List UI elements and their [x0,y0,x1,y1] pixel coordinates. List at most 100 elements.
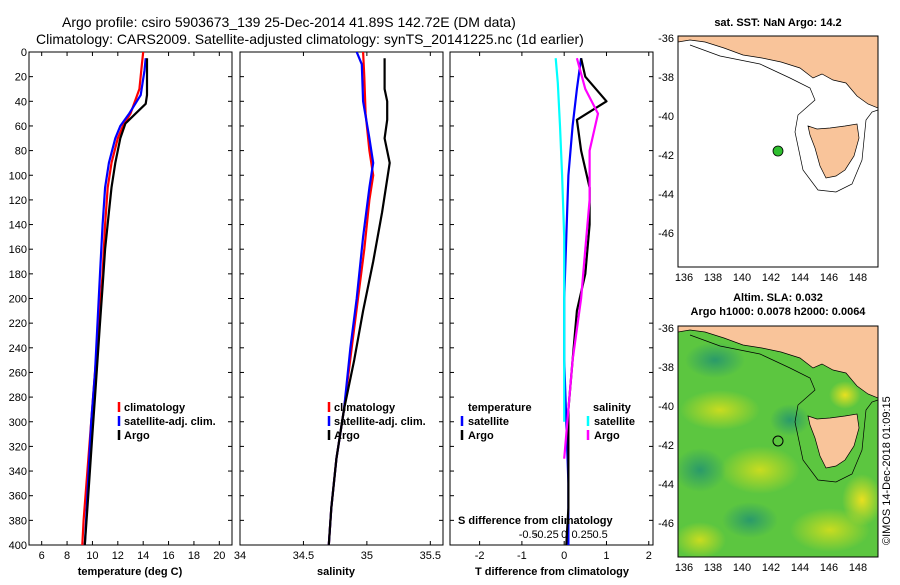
s-diff-tick-label: 0.5 [592,529,607,541]
map-x-tick-label: 146 [820,272,838,284]
map-x-tick-label: 142 [762,272,780,284]
imos-watermark: ©IMOS 14-Dec-2018 01:09:15 [881,396,893,545]
axes-layer: 6 8 10 12 14 16 18 2002040608010012014016018020… [9,33,868,574]
sst-map-frame [677,35,879,268]
x-tick-label: -2 [475,550,485,562]
differences-series-group [554,57,608,545]
y-tick-label: 80 [15,146,27,158]
y-tick-label: 400 [9,540,27,552]
temperature-line-climatology [81,52,145,545]
lines-layer [81,52,608,545]
difference-legend: temperature salinity satellite Argo sate… [460,402,635,442]
x-tick-label: -1 [517,550,527,562]
map-y-tick-label: -44 [658,479,674,491]
difference-top-axis-label: S difference from climatology [458,515,614,527]
sst-map-tasmania [807,123,860,179]
x-tick-label: 16 [162,550,174,562]
sst-map-shelf-contour [689,44,878,193]
s-diff-tick-label: -0.25 [534,529,559,541]
sla-map-mainland [678,326,878,399]
map-y-tick-label: -38 [658,362,674,374]
x-tick-label: 1 [603,550,609,562]
sla-map-subtitle: Argo h1000: 0.0078 h2000: 0.0064 [691,306,867,318]
map-x-tick-label: 148 [849,562,867,574]
sst-map [678,36,878,267]
temperature-line-argo [83,58,149,545]
difference-xlabel: T difference from climatology [475,566,630,578]
y-tick-label: 260 [9,367,27,379]
s-diff-tick-label: 0.25 [571,529,592,541]
difference-panel [449,51,654,546]
x-tick-label: 34 [234,550,246,562]
map-x-tick-label: 140 [733,562,751,574]
y-tick-label: 120 [9,195,27,207]
y-tick-label: 20 [15,72,27,84]
y-tick-label: 160 [9,244,27,256]
sst-map-mainland [678,36,878,109]
y-tick-label: 40 [15,96,27,108]
sla-anomaly [678,522,726,557]
x-tick-label: 8 [64,550,70,562]
map-x-tick-label: 144 [791,272,809,284]
legend-title-salinity: salinity [593,402,632,414]
map-y-tick-label: -36 [658,323,674,335]
map-y-tick-label: -38 [658,72,674,84]
y-tick-label: 200 [9,294,27,306]
legend-label-argo: Argo [334,430,360,442]
sla-map-tasmania [807,413,860,469]
legend-label-satellite: satellite-adj. clim. [334,416,426,428]
figure-title-line1: Argo profile: csiro 5903673_139 25-Dec-2… [62,14,516,30]
x-tick-label: 10 [86,550,98,562]
sla-anomaly [722,502,778,538]
y-tick-label: 180 [9,269,27,281]
x-tick-label: 35 [361,550,373,562]
salinity-legend: climatology satellite-adj. clim. Argo [327,402,426,442]
y-tick-label: 240 [9,343,27,355]
y-tick-label: 100 [9,170,27,182]
map-x-tick-label: 138 [704,562,722,574]
sst-map-argo-marker [772,145,784,157]
sla-anomaly [680,390,760,430]
y-tick-label: 360 [9,491,27,503]
sla-map-argo-marker [772,435,784,447]
map-y-tick-label: -40 [658,111,674,123]
map-x-tick-label: 138 [704,272,722,284]
map-y-tick-label: -40 [658,401,674,413]
legend-label-climatology: climatology [334,402,396,414]
temperature-legend: climatology satellite-adj. clim. Argo [117,402,216,442]
x-tick-label: 12 [112,550,124,562]
map-x-tick-label: 146 [820,562,838,574]
map-x-tick-label: 148 [849,272,867,284]
x-tick-label: 2 [646,550,652,562]
map-y-tick-label: -42 [658,150,674,162]
salinity-series-group [327,52,391,545]
temperature-panel [28,51,233,546]
x-tick-label: 18 [188,550,200,562]
x-tick-label: 6 [39,550,45,562]
differences-line-s-argo [563,57,600,459]
sla-map [678,326,878,557]
legend-label-t-argo: Argo [468,430,494,442]
sla-map-frame [677,325,879,558]
x-tick-label: 14 [137,550,149,562]
sla-anomaly [770,404,810,436]
y-tick-label: 300 [9,417,27,429]
x-tick-label: 0 [561,550,567,562]
y-tick-label: 60 [15,121,27,133]
legend-label-satellite: satellite-adj. clim. [124,416,216,428]
temperature-xlabel: temperature (deg C) [78,566,183,578]
legend-label-s-argo: Argo [594,430,620,442]
temperature-line-satellite-adj-clim- [83,58,147,545]
y-tick-label: 320 [9,441,27,453]
map-y-tick-label: -42 [658,440,674,452]
sla-anomaly [678,448,726,492]
legend-label-climatology: climatology [124,402,186,414]
map-x-tick-label: 136 [675,272,693,284]
map-x-tick-label: 142 [762,562,780,574]
differences-line-s-satellite [554,58,566,422]
sla-anomaly [720,446,800,494]
map-y-tick-label: -36 [658,33,674,45]
sla-anomaly [829,381,861,409]
legend-label-s-satellite: satellite [594,416,635,428]
differences-line-t-argo [565,57,608,545]
